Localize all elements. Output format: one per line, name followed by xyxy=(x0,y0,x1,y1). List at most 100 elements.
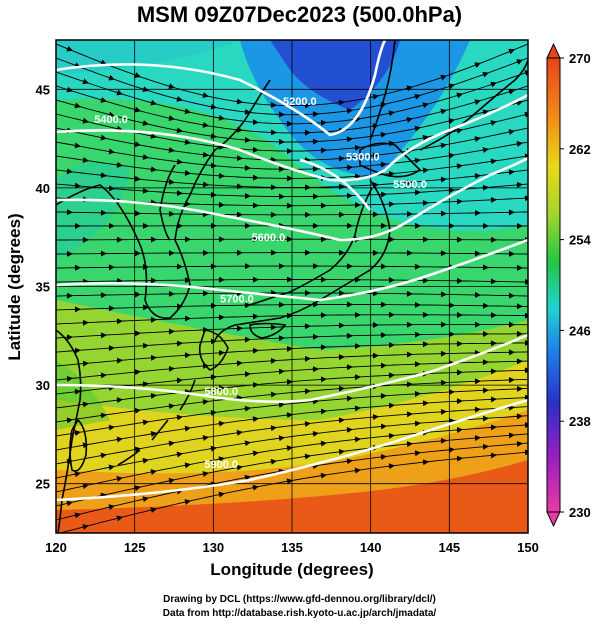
wind-arrow xyxy=(81,157,89,163)
wind-arrow xyxy=(439,437,447,444)
contour-labels: 5200.0 5300.0 5400.0 5500.0 5600.0 5700.0 5800… xyxy=(94,96,427,471)
x-axis-ticks: 120 125 130 135 140 145 150 xyxy=(45,540,539,555)
colorbar-tick-label: 270 xyxy=(569,51,591,66)
wind-arrow xyxy=(303,421,311,427)
wind-arrow xyxy=(345,426,353,433)
wind-arrow xyxy=(387,463,395,470)
wind-arrow xyxy=(515,100,523,106)
wind-arrow xyxy=(251,484,259,491)
wind-arrow xyxy=(269,425,277,432)
wind-arrow xyxy=(115,436,123,443)
wind-arrow xyxy=(455,92,463,99)
wind-arrow xyxy=(507,48,515,55)
wind-arrow xyxy=(489,120,497,126)
y-tick-label: 45 xyxy=(36,82,50,97)
wind-arrow xyxy=(439,142,447,149)
wind-arrow xyxy=(515,59,523,65)
wind-arrow xyxy=(379,161,387,168)
wind-arrow xyxy=(141,419,149,426)
wind-arrow xyxy=(311,430,319,437)
plot-title: MSM 09Z07Dec2023 (500.0hPa) xyxy=(136,2,463,27)
wind-arrow xyxy=(353,144,361,151)
wind-arrow xyxy=(251,119,259,126)
wind-arrow xyxy=(175,96,183,102)
drawing-credit: Drawing by DCL (https://www.gfd-dennou.o… xyxy=(163,594,436,605)
wind-arrow xyxy=(311,463,319,470)
wind-arrow xyxy=(65,375,73,382)
wind-arrow xyxy=(251,450,259,457)
wind-arrow xyxy=(473,99,481,106)
wind-arrow xyxy=(277,401,285,408)
wind-arrow xyxy=(201,121,209,128)
wind-arrow xyxy=(141,457,149,464)
wind-arrow xyxy=(371,414,379,421)
wind-arrow xyxy=(183,108,191,115)
wind-arrow xyxy=(183,169,191,176)
wind-arrow xyxy=(167,178,175,185)
wind-arrow xyxy=(149,392,157,399)
wind-arrow xyxy=(73,388,81,395)
wind-arrow xyxy=(149,99,157,106)
contour-label: 5400.0 xyxy=(94,114,128,126)
wind-arrow xyxy=(387,170,395,177)
contour-label: 5200.0 xyxy=(283,96,317,108)
wind-arrow xyxy=(303,453,311,460)
wind-arrow xyxy=(439,108,447,115)
colorbar-max-arrow xyxy=(546,42,561,59)
wind-arrow xyxy=(149,507,157,513)
wind-arrow xyxy=(489,81,497,88)
wind-arrow xyxy=(65,45,73,52)
wind-arrow xyxy=(141,153,149,160)
wind-arrow xyxy=(353,405,361,412)
wind-arrow xyxy=(201,471,209,477)
wind-arrow xyxy=(99,452,107,459)
x-tick-label: 125 xyxy=(124,540,146,555)
y-tick-label: 25 xyxy=(36,477,50,492)
contour-label: 5600.0 xyxy=(252,232,286,244)
wind-arrow xyxy=(217,420,225,427)
wind-arrow xyxy=(107,148,115,155)
wind-arrow xyxy=(405,85,413,92)
wind-arrow xyxy=(201,399,209,405)
wind-arrow xyxy=(81,360,89,367)
wind-arrow xyxy=(481,147,489,153)
wind-arrow xyxy=(337,99,345,106)
x-tick-label: 140 xyxy=(360,540,382,555)
colorbar-min-arrow xyxy=(546,511,561,528)
wind-arrow xyxy=(175,451,183,458)
wind-arrow xyxy=(455,127,463,134)
wind-arrow xyxy=(149,469,157,475)
wind-arrow xyxy=(523,111,528,118)
wind-arrow xyxy=(523,449,528,456)
wind-arrow xyxy=(345,107,353,114)
wind-arrow xyxy=(99,97,107,103)
wind-arrow xyxy=(489,452,497,459)
wind-arrow xyxy=(217,456,225,463)
wind-arrow xyxy=(269,391,277,398)
wind-arrow xyxy=(421,459,429,466)
wind-arrow xyxy=(73,142,81,149)
wind-arrow xyxy=(413,157,421,164)
wind-arrow xyxy=(413,93,421,100)
wind-arrow xyxy=(243,474,251,481)
wind-arrow xyxy=(99,172,107,179)
y-tick-label: 40 xyxy=(36,181,50,196)
wind-arrow xyxy=(115,89,123,96)
wind-arrow xyxy=(107,464,115,471)
wind-arrow xyxy=(115,476,123,482)
wind-arrow xyxy=(65,417,73,424)
wind-arrow xyxy=(405,116,413,123)
wind-arrow xyxy=(81,524,89,530)
colorbar-tick-label: 254 xyxy=(569,233,591,248)
wind-arrow xyxy=(167,115,175,121)
x-tick-label: 145 xyxy=(438,540,460,555)
wind-arrow xyxy=(251,416,259,423)
wind-arrow xyxy=(319,472,327,479)
wind-arrow xyxy=(379,131,387,138)
wind-arrow xyxy=(345,136,353,143)
wind-arrow xyxy=(515,440,523,447)
contour-label: 5900.0 xyxy=(204,459,238,471)
wind-arrow xyxy=(489,158,497,165)
wind-arrow xyxy=(481,109,489,116)
wind-arrow xyxy=(175,127,183,134)
